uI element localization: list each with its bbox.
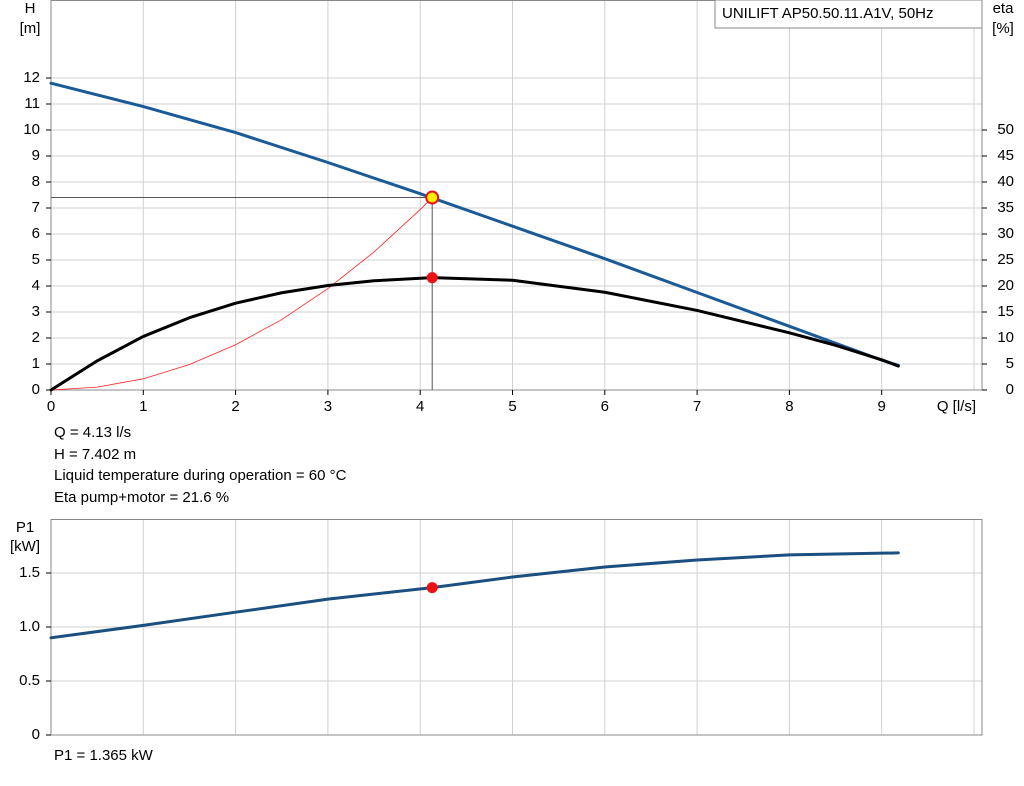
annotation: Eta pump+motor = 21.6 %	[54, 489, 229, 506]
y-tick-label: 12	[23, 69, 40, 86]
y-tick-label: 10	[23, 121, 40, 138]
y2-tick-label: 40	[997, 173, 1014, 190]
y2-tick-label: 25	[997, 251, 1014, 268]
y-tick-label: 0	[32, 381, 40, 398]
y-tick-label: 0	[32, 726, 40, 743]
plot-area	[51, 0, 982, 390]
annotation: Q = 4.13 l/s	[54, 424, 131, 441]
curve	[50, 197, 433, 391]
y2-tick-label: 20	[997, 277, 1014, 294]
curve	[49, 551, 900, 640]
y2-tick-label: 15	[997, 303, 1014, 320]
y2-axis-unit: [%]	[992, 20, 1014, 37]
y-tick-label: 11	[24, 95, 40, 112]
y2-tick-label: 0	[1006, 381, 1014, 398]
chart-title: UNILIFT AP50.50.11.A1V, 50Hz	[722, 5, 934, 22]
y-axis-unit: [kW]	[10, 538, 40, 555]
operating-point	[426, 582, 438, 594]
y2-tick-label: 5	[1006, 355, 1014, 372]
y-tick-label: 7	[32, 199, 40, 216]
y2-tick-label: 45	[997, 147, 1014, 164]
y-tick-label: 5	[32, 251, 40, 268]
y2-tick-label: 35	[997, 199, 1014, 216]
x-axis-label: Q [l/s]	[937, 398, 976, 415]
operating-point	[425, 190, 440, 205]
y-tick-label: 6	[32, 225, 40, 242]
y-axis-label: H	[25, 0, 36, 17]
eta-point	[426, 272, 438, 284]
title-box	[714, 0, 983, 29]
annotation: P1 = 1.365 kW	[54, 747, 154, 764]
y-axis-unit: [m]	[20, 20, 41, 37]
annotation: H = 7.402 m	[54, 446, 136, 463]
x-tick-label: 3	[324, 398, 332, 415]
curve	[49, 81, 900, 367]
x-tick-label: 0	[47, 398, 55, 415]
y-tick-label: 3	[32, 303, 40, 320]
plot-frame	[50, 0, 983, 391]
x-tick-label: 1	[139, 398, 147, 415]
x-tick-label: 8	[785, 398, 793, 415]
y-tick-label: 1.0	[19, 618, 40, 635]
y-tick-label: 4	[32, 277, 40, 294]
x-tick-label: 7	[693, 398, 701, 415]
y-tick-label: 1	[32, 355, 40, 372]
y-tick-label: 9	[32, 147, 40, 164]
y2-tick-label: 10	[997, 329, 1014, 346]
y-tick-label: 1.5	[19, 564, 40, 581]
curve	[49, 276, 900, 392]
annotation: Liquid temperature during operation = 60…	[54, 467, 347, 484]
x-tick-label: 6	[601, 398, 609, 415]
y-tick-label: 2	[32, 329, 40, 346]
y-tick-label: 0.5	[19, 672, 40, 689]
y2-axis-label: eta	[993, 0, 1015, 17]
y-tick-label: 8	[32, 173, 40, 190]
x-tick-label: 2	[231, 398, 239, 415]
x-tick-label: 4	[416, 398, 424, 415]
x-tick-label: 9	[878, 398, 886, 415]
y2-tick-label: 50	[997, 121, 1014, 138]
y-axis-label: P1	[16, 519, 34, 536]
x-tick-label: 5	[508, 398, 516, 415]
y2-tick-label: 30	[997, 225, 1014, 242]
